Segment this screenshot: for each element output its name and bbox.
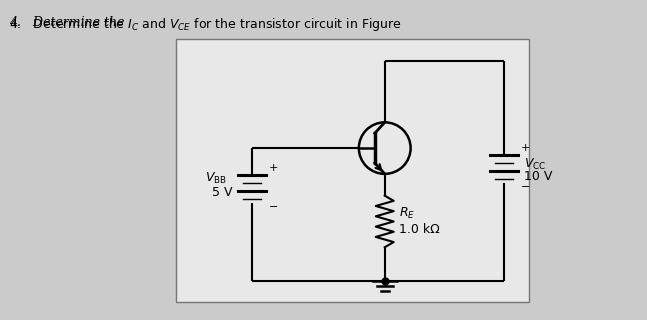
FancyBboxPatch shape: [175, 39, 529, 302]
Text: −: −: [521, 182, 531, 192]
Text: 10 V: 10 V: [524, 170, 553, 183]
Text: 1.0 kΩ: 1.0 kΩ: [399, 223, 439, 236]
Text: 4.   Determine the $I_C$ and $V_{CE}$ for the transistor circuit in Figure: 4. Determine the $I_C$ and $V_{CE}$ for …: [9, 16, 402, 33]
Text: $V_{\rm CC}$: $V_{\rm CC}$: [524, 157, 547, 172]
Text: 4.   Determine the: 4. Determine the: [9, 16, 129, 29]
Text: 5 V: 5 V: [212, 186, 233, 199]
Text: +: +: [269, 163, 279, 173]
Text: $V_{\rm BB}$: $V_{\rm BB}$: [204, 171, 226, 186]
Text: $R_E$: $R_E$: [399, 206, 415, 221]
Text: +: +: [521, 143, 531, 153]
Text: −: −: [269, 202, 279, 212]
